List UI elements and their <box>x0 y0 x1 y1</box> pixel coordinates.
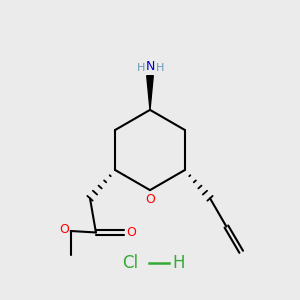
Text: N: N <box>145 60 155 73</box>
Text: O: O <box>127 226 136 239</box>
Text: Cl: Cl <box>123 254 139 272</box>
Text: H: H <box>156 63 165 73</box>
Polygon shape <box>147 76 153 110</box>
Text: H: H <box>137 63 145 73</box>
Text: H: H <box>172 254 184 272</box>
Text: O: O <box>59 223 69 236</box>
Text: O: O <box>145 193 155 206</box>
